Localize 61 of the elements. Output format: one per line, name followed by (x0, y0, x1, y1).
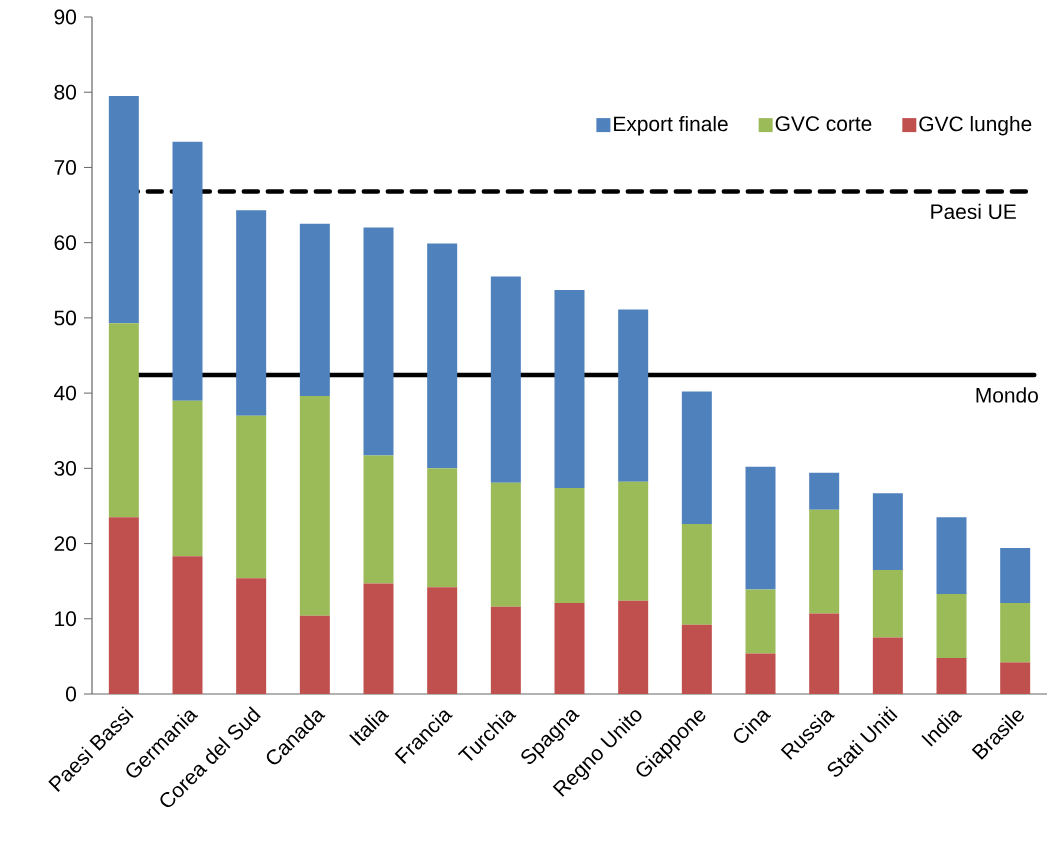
y-tick-label: 70 (54, 160, 76, 175)
bar (809, 509, 840, 614)
bar (490, 482, 521, 607)
bar (618, 481, 649, 601)
bar (363, 583, 394, 694)
bar (427, 468, 458, 588)
bar (299, 223, 330, 397)
y-tick-label: 20 (54, 536, 76, 551)
bar (872, 637, 903, 694)
bar (236, 415, 267, 579)
bar (1000, 602, 1031, 663)
bar (490, 276, 521, 483)
y-tick-label: 90 (54, 9, 76, 25)
legend-label: Export finale (614, 115, 728, 136)
bar (745, 653, 776, 694)
bar (745, 466, 776, 590)
bar (872, 493, 903, 570)
bar (618, 600, 649, 694)
bar (108, 95, 139, 324)
bar (490, 606, 521, 694)
bar (236, 210, 267, 416)
bar (363, 227, 394, 456)
ref-line-label: Mondo (976, 387, 1038, 403)
bar (745, 589, 776, 654)
bar (872, 569, 903, 638)
bar (554, 290, 585, 488)
bar (427, 587, 458, 694)
bar (363, 455, 394, 584)
bar (936, 517, 967, 594)
y-tick-label: 60 (54, 235, 76, 251)
y-tick-label: 40 (54, 385, 76, 401)
bar (172, 400, 203, 557)
bar (809, 472, 840, 510)
y-tick-label: 50 (54, 310, 76, 326)
bar (172, 141, 203, 401)
bar (554, 602, 585, 694)
bar (681, 391, 712, 524)
bar (236, 578, 267, 694)
bar (681, 624, 712, 694)
legend-label: GVC corte (775, 116, 872, 132)
bar (1000, 662, 1031, 694)
bar (1000, 548, 1031, 603)
bar (618, 309, 649, 482)
y-tick-label: 80 (54, 84, 76, 100)
y-tick-label: 10 (55, 611, 76, 627)
bar (108, 323, 139, 518)
legend-label: GVC lunghe (919, 115, 1032, 136)
y-tick-label: 30 (54, 460, 76, 476)
bar (299, 615, 330, 694)
bar (299, 396, 330, 616)
ref-line-label: Paesi UE (931, 203, 1016, 220)
bar (936, 593, 967, 658)
bar (172, 556, 203, 694)
y-tick-label: 0 (66, 686, 77, 702)
x-tick-label: Cina (733, 710, 772, 743)
bar (681, 524, 712, 625)
bar (427, 243, 458, 469)
bar (108, 517, 139, 694)
bar (936, 657, 967, 694)
bar (809, 613, 840, 694)
bar (554, 487, 585, 603)
